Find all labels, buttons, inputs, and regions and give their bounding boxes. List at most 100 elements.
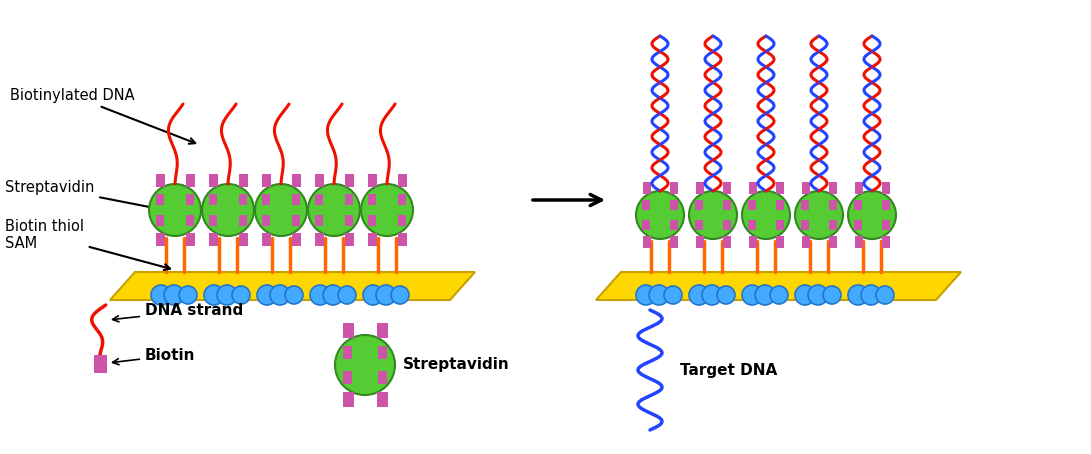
Bar: [748, 236, 757, 248]
Bar: [291, 233, 301, 246]
Bar: [315, 233, 324, 246]
Bar: [343, 346, 352, 384]
Bar: [802, 236, 811, 248]
Bar: [292, 194, 300, 226]
Circle shape: [861, 285, 882, 305]
Bar: [262, 194, 271, 226]
Bar: [185, 194, 194, 226]
Bar: [882, 182, 890, 194]
Circle shape: [690, 191, 738, 239]
Bar: [239, 174, 248, 187]
Bar: [315, 205, 353, 215]
Circle shape: [269, 285, 290, 305]
Bar: [377, 323, 387, 338]
Bar: [377, 392, 387, 407]
Bar: [185, 174, 194, 187]
Bar: [695, 200, 703, 230]
Bar: [262, 205, 300, 215]
Circle shape: [310, 285, 329, 305]
Bar: [315, 194, 323, 226]
Circle shape: [742, 285, 762, 305]
Circle shape: [808, 285, 828, 305]
Circle shape: [376, 285, 396, 305]
Circle shape: [770, 286, 788, 304]
Circle shape: [664, 286, 682, 304]
Bar: [802, 182, 811, 194]
Text: Biotin thiol
SAM: Biotin thiol SAM: [5, 218, 170, 270]
Circle shape: [363, 285, 383, 305]
Bar: [696, 182, 704, 194]
Bar: [854, 182, 863, 194]
Circle shape: [717, 286, 735, 304]
Bar: [345, 233, 353, 246]
Text: DNA strand: DNA strand: [112, 303, 243, 322]
Bar: [748, 182, 757, 194]
Bar: [345, 174, 353, 187]
Bar: [208, 205, 248, 215]
Bar: [854, 200, 862, 230]
Bar: [156, 174, 166, 187]
Bar: [185, 233, 194, 246]
Bar: [776, 200, 783, 230]
Circle shape: [795, 191, 843, 239]
Bar: [882, 236, 890, 248]
Circle shape: [149, 184, 201, 236]
Bar: [344, 323, 353, 338]
Bar: [748, 210, 783, 220]
Bar: [829, 236, 837, 248]
Bar: [262, 174, 272, 187]
Circle shape: [823, 286, 841, 304]
Polygon shape: [596, 272, 961, 300]
Bar: [368, 194, 376, 226]
Bar: [723, 200, 731, 230]
Circle shape: [702, 285, 722, 305]
Bar: [722, 182, 731, 194]
Circle shape: [338, 286, 356, 304]
Bar: [315, 174, 324, 187]
Circle shape: [848, 285, 868, 305]
Bar: [722, 236, 731, 248]
Text: Streptavidin: Streptavidin: [5, 180, 170, 213]
Bar: [156, 233, 166, 246]
Bar: [156, 205, 194, 215]
Text: Biotin: Biotin: [112, 348, 195, 365]
Circle shape: [151, 285, 171, 305]
Circle shape: [257, 285, 277, 305]
Bar: [829, 200, 837, 230]
Circle shape: [308, 184, 360, 236]
Bar: [748, 200, 756, 230]
Bar: [209, 233, 218, 246]
Bar: [643, 182, 651, 194]
Bar: [156, 194, 164, 226]
Bar: [368, 174, 377, 187]
Circle shape: [204, 285, 224, 305]
Bar: [368, 205, 406, 215]
Bar: [343, 359, 387, 371]
Bar: [670, 200, 678, 230]
Bar: [398, 194, 406, 226]
Bar: [695, 210, 731, 220]
Bar: [801, 200, 808, 230]
Circle shape: [876, 286, 894, 304]
Bar: [397, 174, 407, 187]
Circle shape: [848, 191, 896, 239]
Bar: [776, 182, 784, 194]
Circle shape: [361, 184, 413, 236]
Circle shape: [636, 285, 656, 305]
Circle shape: [690, 285, 709, 305]
Bar: [94, 355, 107, 373]
Bar: [776, 236, 784, 248]
Text: Biotinylated DNA: Biotinylated DNA: [10, 88, 195, 144]
Circle shape: [649, 285, 669, 305]
Bar: [643, 200, 650, 230]
Text: Target DNA: Target DNA: [680, 362, 777, 377]
Bar: [209, 174, 218, 187]
Circle shape: [795, 285, 815, 305]
Circle shape: [285, 286, 303, 304]
Circle shape: [755, 285, 775, 305]
Bar: [643, 210, 678, 220]
Circle shape: [391, 286, 409, 304]
Circle shape: [217, 285, 237, 305]
Circle shape: [636, 191, 684, 239]
Circle shape: [323, 285, 343, 305]
